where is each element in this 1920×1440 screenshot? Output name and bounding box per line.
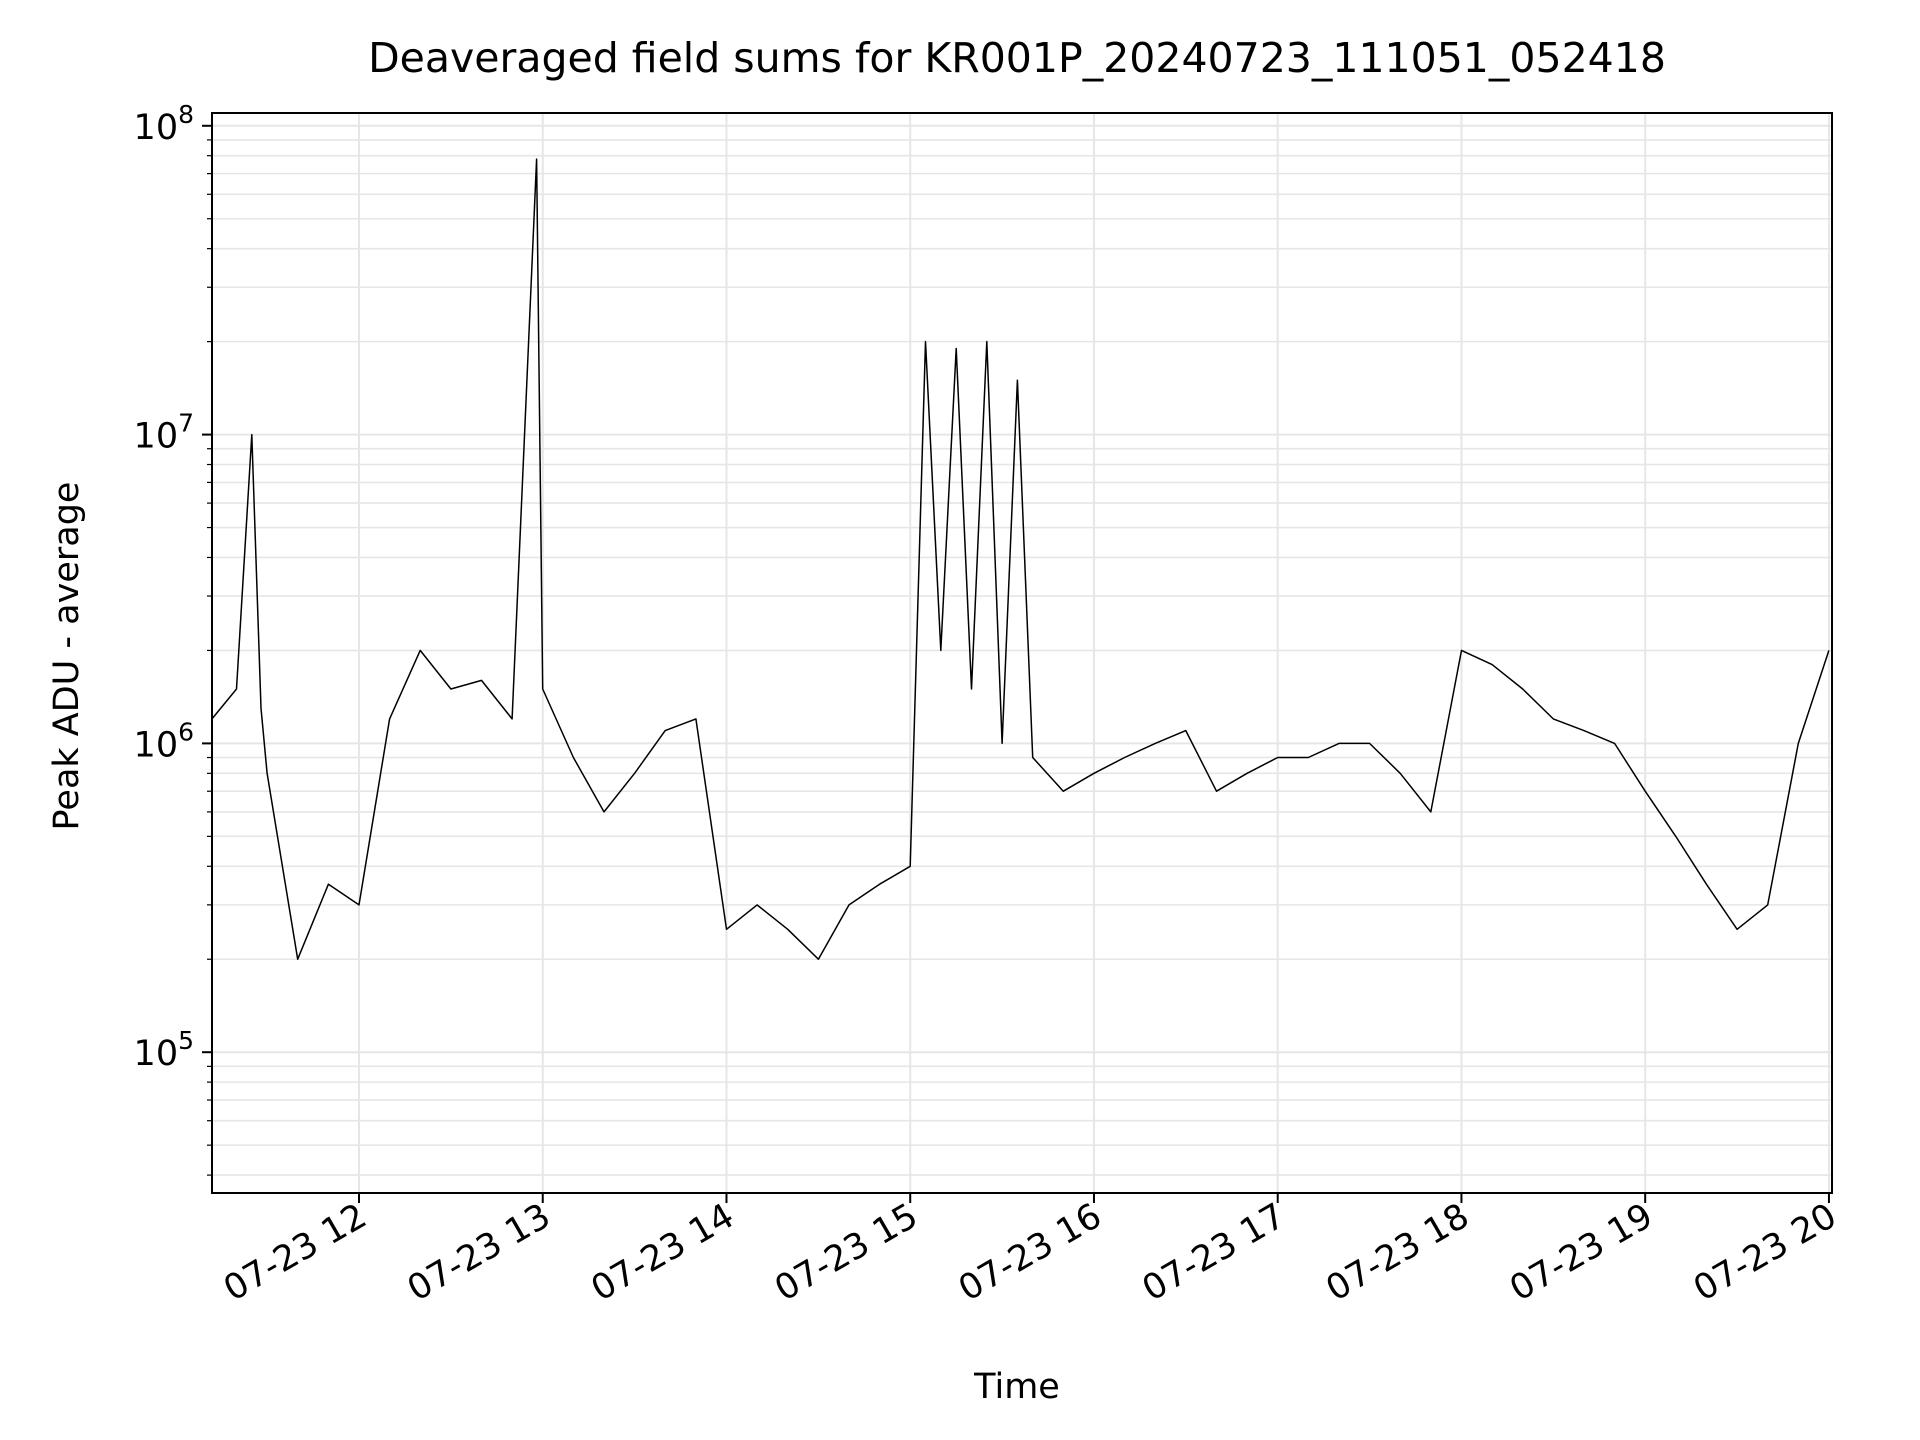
series-line [211,158,1830,960]
y-tick-label: 107 [134,409,194,457]
chart-title: Deaveraged field sums for KR001P_2024072… [368,34,1666,82]
x-axis-label: Time [973,1367,1060,1407]
y-tick-label: 106 [134,717,194,765]
y-tick-label: 108 [134,100,194,148]
y-axis: 105 106 107 108 [134,100,212,1176]
y-axis-label: Peak ADU - average [47,482,87,831]
series-layer [211,158,1830,960]
plot-frame [211,112,1833,1194]
y-tick-label: 105 [134,1026,194,1074]
